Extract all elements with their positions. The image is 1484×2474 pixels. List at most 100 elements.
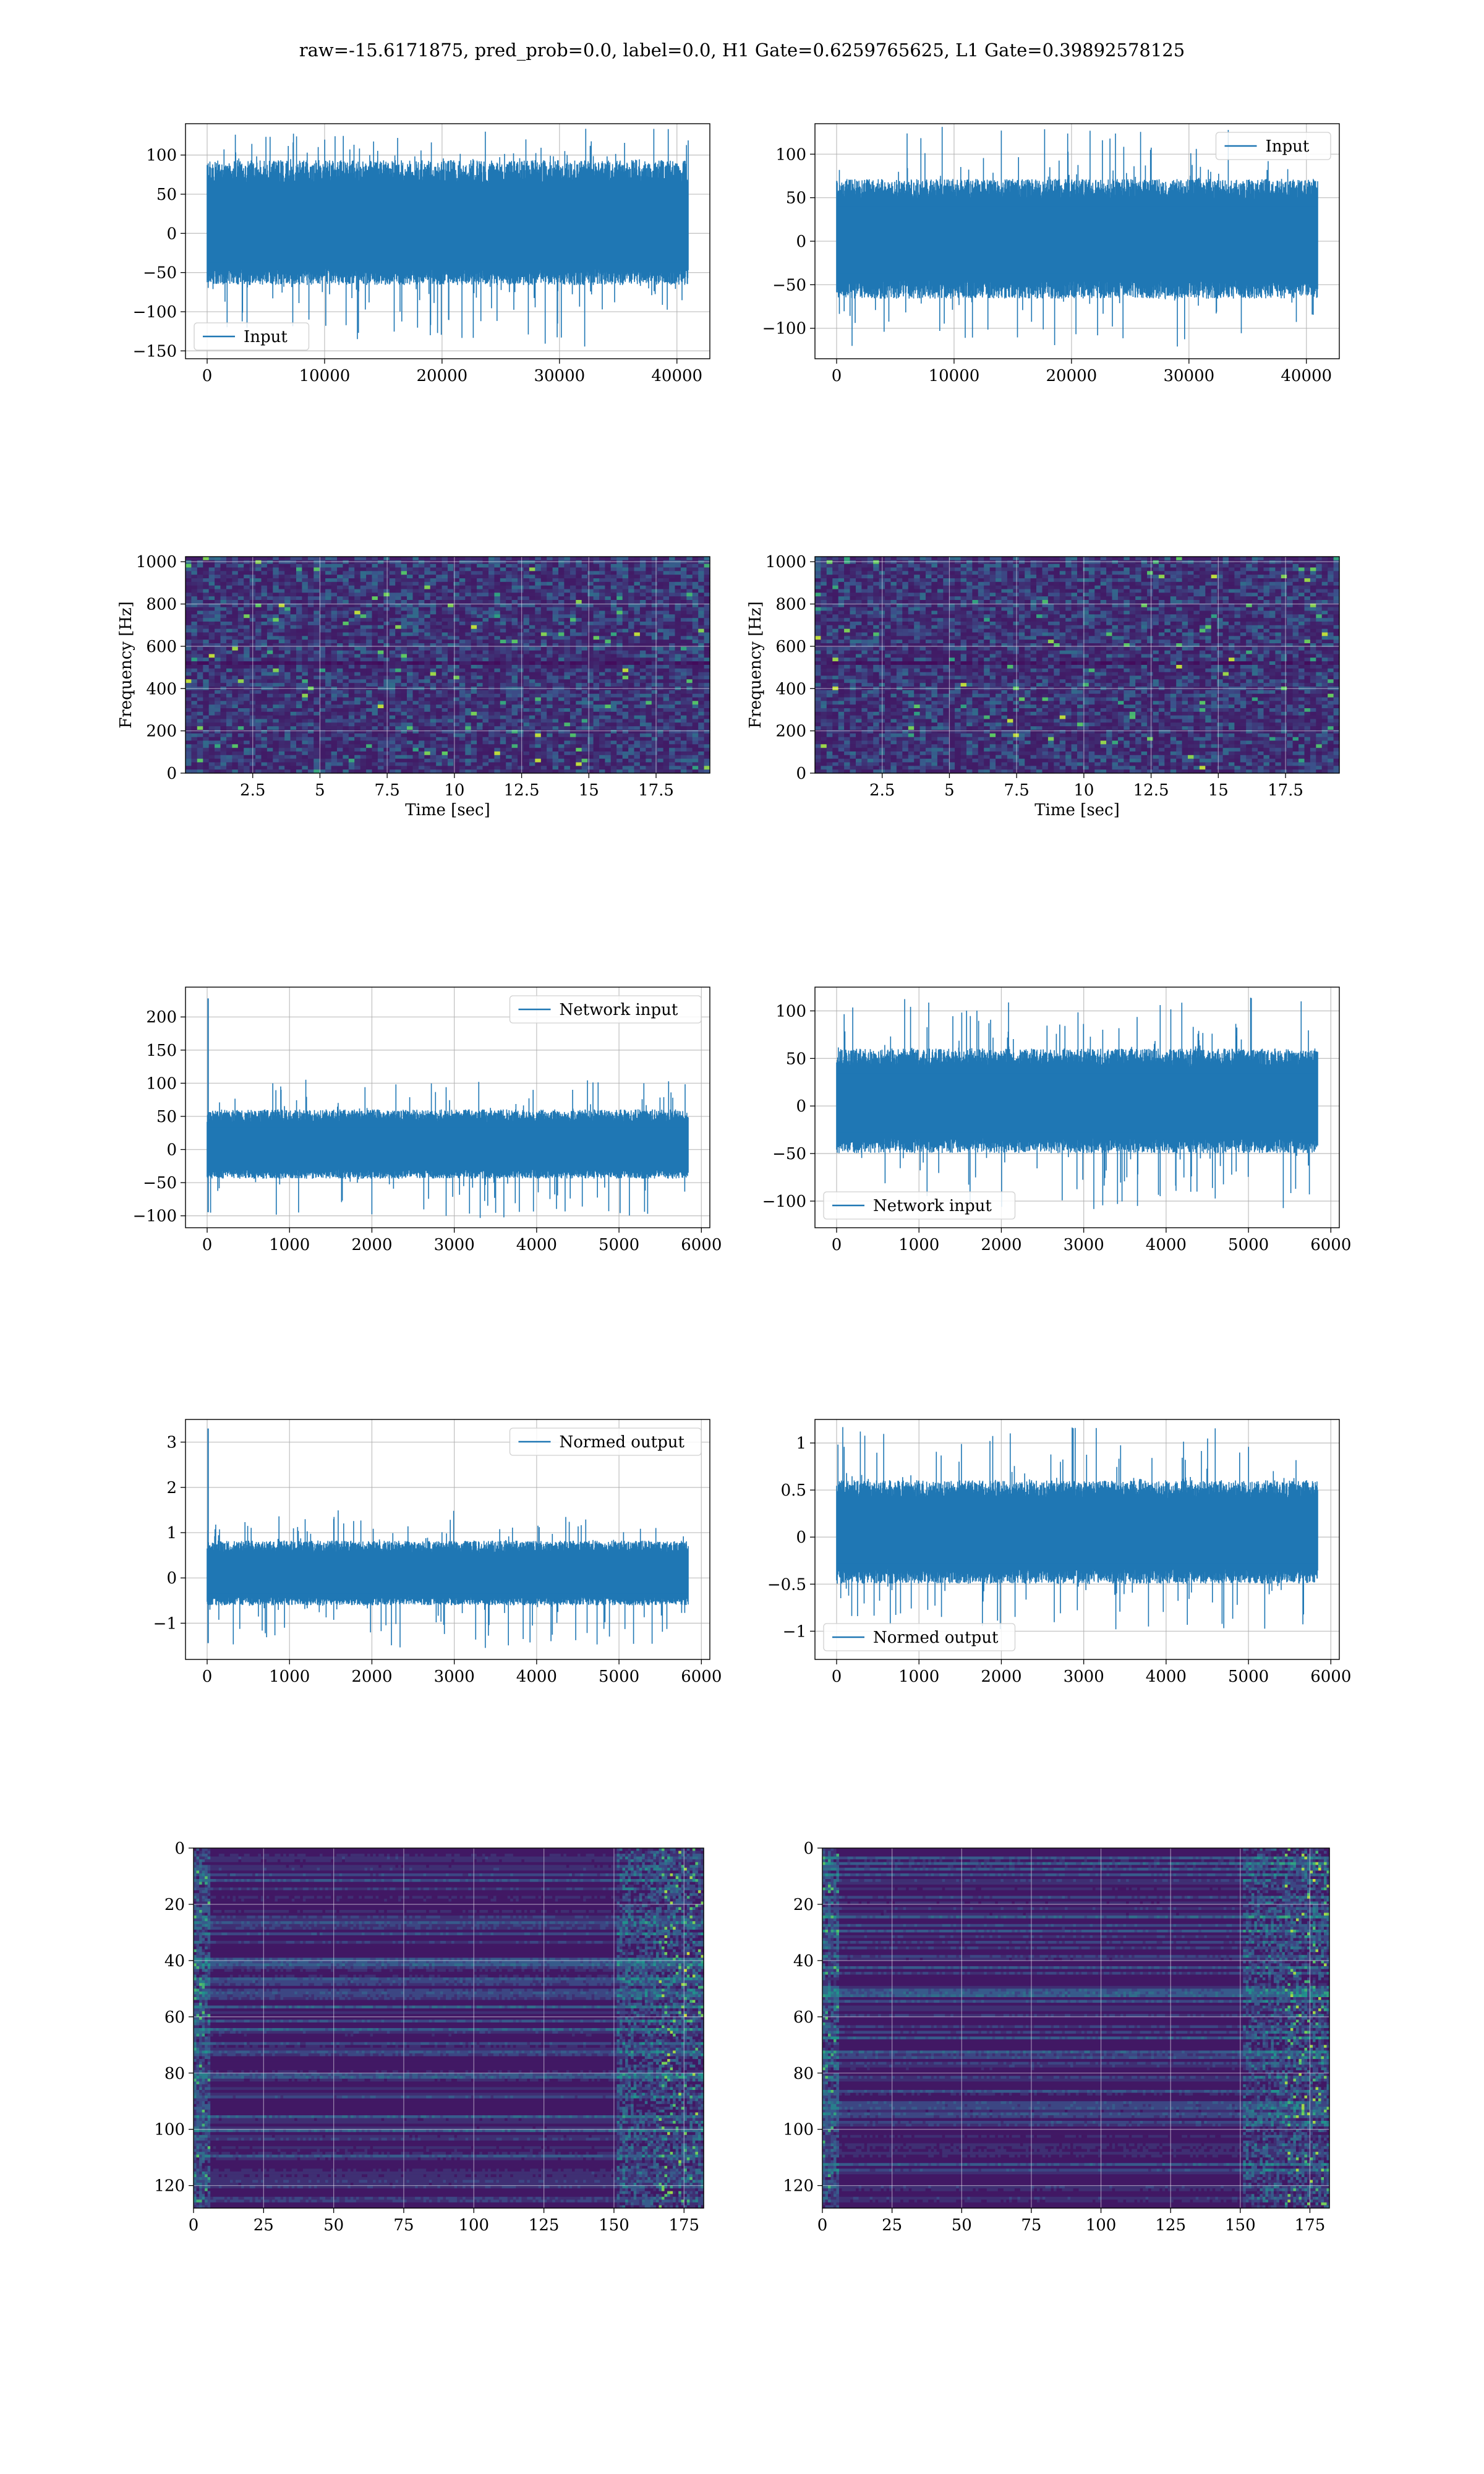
x-tick-label: 2000 — [351, 1236, 392, 1254]
legend-label: Normed output — [873, 1629, 999, 1647]
legend-box — [509, 995, 702, 1024]
y-tick-label: 0 — [796, 1097, 806, 1116]
legend-label: Input — [244, 328, 288, 346]
x-tick-label: 30000 — [1163, 367, 1214, 385]
x-tick-label: 125 — [529, 2216, 560, 2235]
y-tick-label: −100 — [762, 320, 806, 338]
x-tick-label: 4000 — [516, 1667, 557, 1686]
y-tick-label: 2 — [166, 1479, 177, 1497]
y-tick-label: 600 — [146, 638, 177, 656]
axes-frame — [814, 987, 1340, 1228]
y-tick-label: 1000 — [136, 553, 177, 571]
y-tick-label: 0 — [166, 225, 177, 243]
y-tick-label: 0 — [796, 764, 806, 783]
y-tick-label: 50 — [786, 189, 806, 208]
x-tick-label: 0 — [832, 1236, 842, 1254]
signal-core — [207, 192, 688, 263]
y-tick-label: 0 — [803, 1839, 814, 1858]
x-tick-label: 75 — [1021, 2216, 1041, 2235]
x-tick-label: 6000 — [1310, 1667, 1351, 1686]
x-tick-label: 4000 — [1146, 1236, 1187, 1254]
y-tick-label: 3 — [166, 1434, 177, 1452]
x-tick-label: 10000 — [929, 367, 980, 385]
x-tick-label: 3000 — [1064, 1667, 1104, 1686]
x-tick-label: 1000 — [898, 1667, 939, 1686]
x-tick-label: 20000 — [417, 367, 468, 385]
legend-box — [1215, 132, 1331, 160]
axes-frame — [185, 556, 710, 774]
x-tick-label: 2000 — [981, 1236, 1021, 1254]
legend-label: Network input — [560, 1001, 678, 1019]
x-tick-label: 100 — [1086, 2216, 1117, 2235]
x-tick-label: 75 — [393, 2216, 414, 2235]
panel-spec-h1: 2.5 5 7.5 10 12.5 15 17.5 0 200 400 600 800 1000 Time… — [117, 553, 710, 820]
x-tick-label: 50 — [952, 2216, 972, 2235]
legend-box — [509, 1427, 702, 1456]
y-tick-label: 1000 — [765, 553, 806, 571]
signal-core — [207, 1127, 688, 1166]
x-tick-label: 0 — [832, 1667, 842, 1686]
x-tick-label: 150 — [599, 2216, 629, 2235]
y-tick-label: 0 — [166, 764, 177, 783]
signal-core — [837, 1505, 1318, 1564]
x-tick-label: 6000 — [1310, 1236, 1351, 1254]
y-tick-label: 200 — [146, 722, 177, 741]
legend-label: Network input — [873, 1197, 992, 1215]
y-tick-label: −100 — [133, 1207, 177, 1226]
y-tick-label: 40 — [164, 1952, 185, 1971]
legend-box — [823, 1191, 1016, 1220]
x-tick-label: 5 — [944, 781, 955, 800]
y-tick-label: 400 — [146, 680, 177, 698]
spectrogram-cells — [186, 557, 710, 774]
axes-frame — [185, 123, 710, 359]
y-tick-label: 800 — [775, 596, 806, 614]
x-tick-label: 0 — [817, 2216, 828, 2235]
y-tick-label: 100 — [146, 1074, 177, 1093]
y-tick-label: 200 — [775, 722, 806, 741]
legend-label: Input — [1266, 137, 1310, 156]
x-tick-label: 6000 — [681, 1236, 722, 1254]
x-tick-label: 20000 — [1046, 367, 1098, 385]
y-tick-label: −50 — [772, 1145, 806, 1163]
x-tick-label: 5000 — [1228, 1236, 1269, 1254]
y-tick-label: −100 — [133, 303, 177, 322]
y-tick-label: 800 — [146, 596, 177, 614]
x-tick-label: 175 — [668, 2216, 699, 2235]
x-tick-label: 10 — [444, 781, 464, 800]
x-tick-label: 0 — [202, 367, 213, 385]
x-tick-label: 175 — [1295, 2216, 1326, 2235]
x-tick-label: 1000 — [898, 1236, 939, 1254]
y-tick-label: 60 — [164, 2008, 185, 2027]
x-tick-label: 125 — [1155, 2216, 1186, 2235]
y-tick-label: 1 — [166, 1524, 177, 1543]
y-tick-label: 40 — [793, 1952, 814, 1971]
y-tick-label: 0 — [166, 1569, 177, 1588]
x-tick-label: 40000 — [651, 367, 702, 385]
axes-frame — [814, 1419, 1340, 1660]
x-tick-label: 4000 — [1146, 1667, 1187, 1686]
y-tick-label: 50 — [786, 1050, 806, 1068]
x-tick-label: 12.5 — [504, 781, 540, 800]
y-tick-label: 1 — [796, 1434, 806, 1453]
signal-core — [837, 1073, 1318, 1133]
x-tick-label: 10000 — [299, 367, 351, 385]
x-tick-label: 3000 — [1064, 1236, 1104, 1254]
x-tick-label: 3000 — [434, 1236, 475, 1254]
x-tick-label: 10 — [1073, 781, 1094, 800]
signal-core — [207, 1557, 688, 1594]
y-tick-label: 600 — [775, 638, 806, 656]
x-tick-label: 2000 — [351, 1667, 392, 1686]
x-tick-label: 15 — [1208, 781, 1229, 800]
y-tick-label: 20 — [164, 1896, 185, 1914]
panel-input-h1: 0 10000 20000 30000 40000 −150 −100 −50 0 50 100 In… — [133, 123, 710, 385]
y-tick-label: −1 — [783, 1622, 806, 1641]
y-tick-label: 100 — [775, 1002, 806, 1021]
x-tick-label: 5000 — [599, 1236, 639, 1254]
axes-frame — [185, 987, 710, 1228]
x-tick-label: 2.5 — [240, 781, 265, 800]
y-tick-label: 80 — [793, 2065, 814, 2083]
axes-frame — [814, 556, 1340, 774]
x-tick-label: 7.5 — [1004, 781, 1029, 800]
y-tick-label: 20 — [793, 1896, 814, 1914]
